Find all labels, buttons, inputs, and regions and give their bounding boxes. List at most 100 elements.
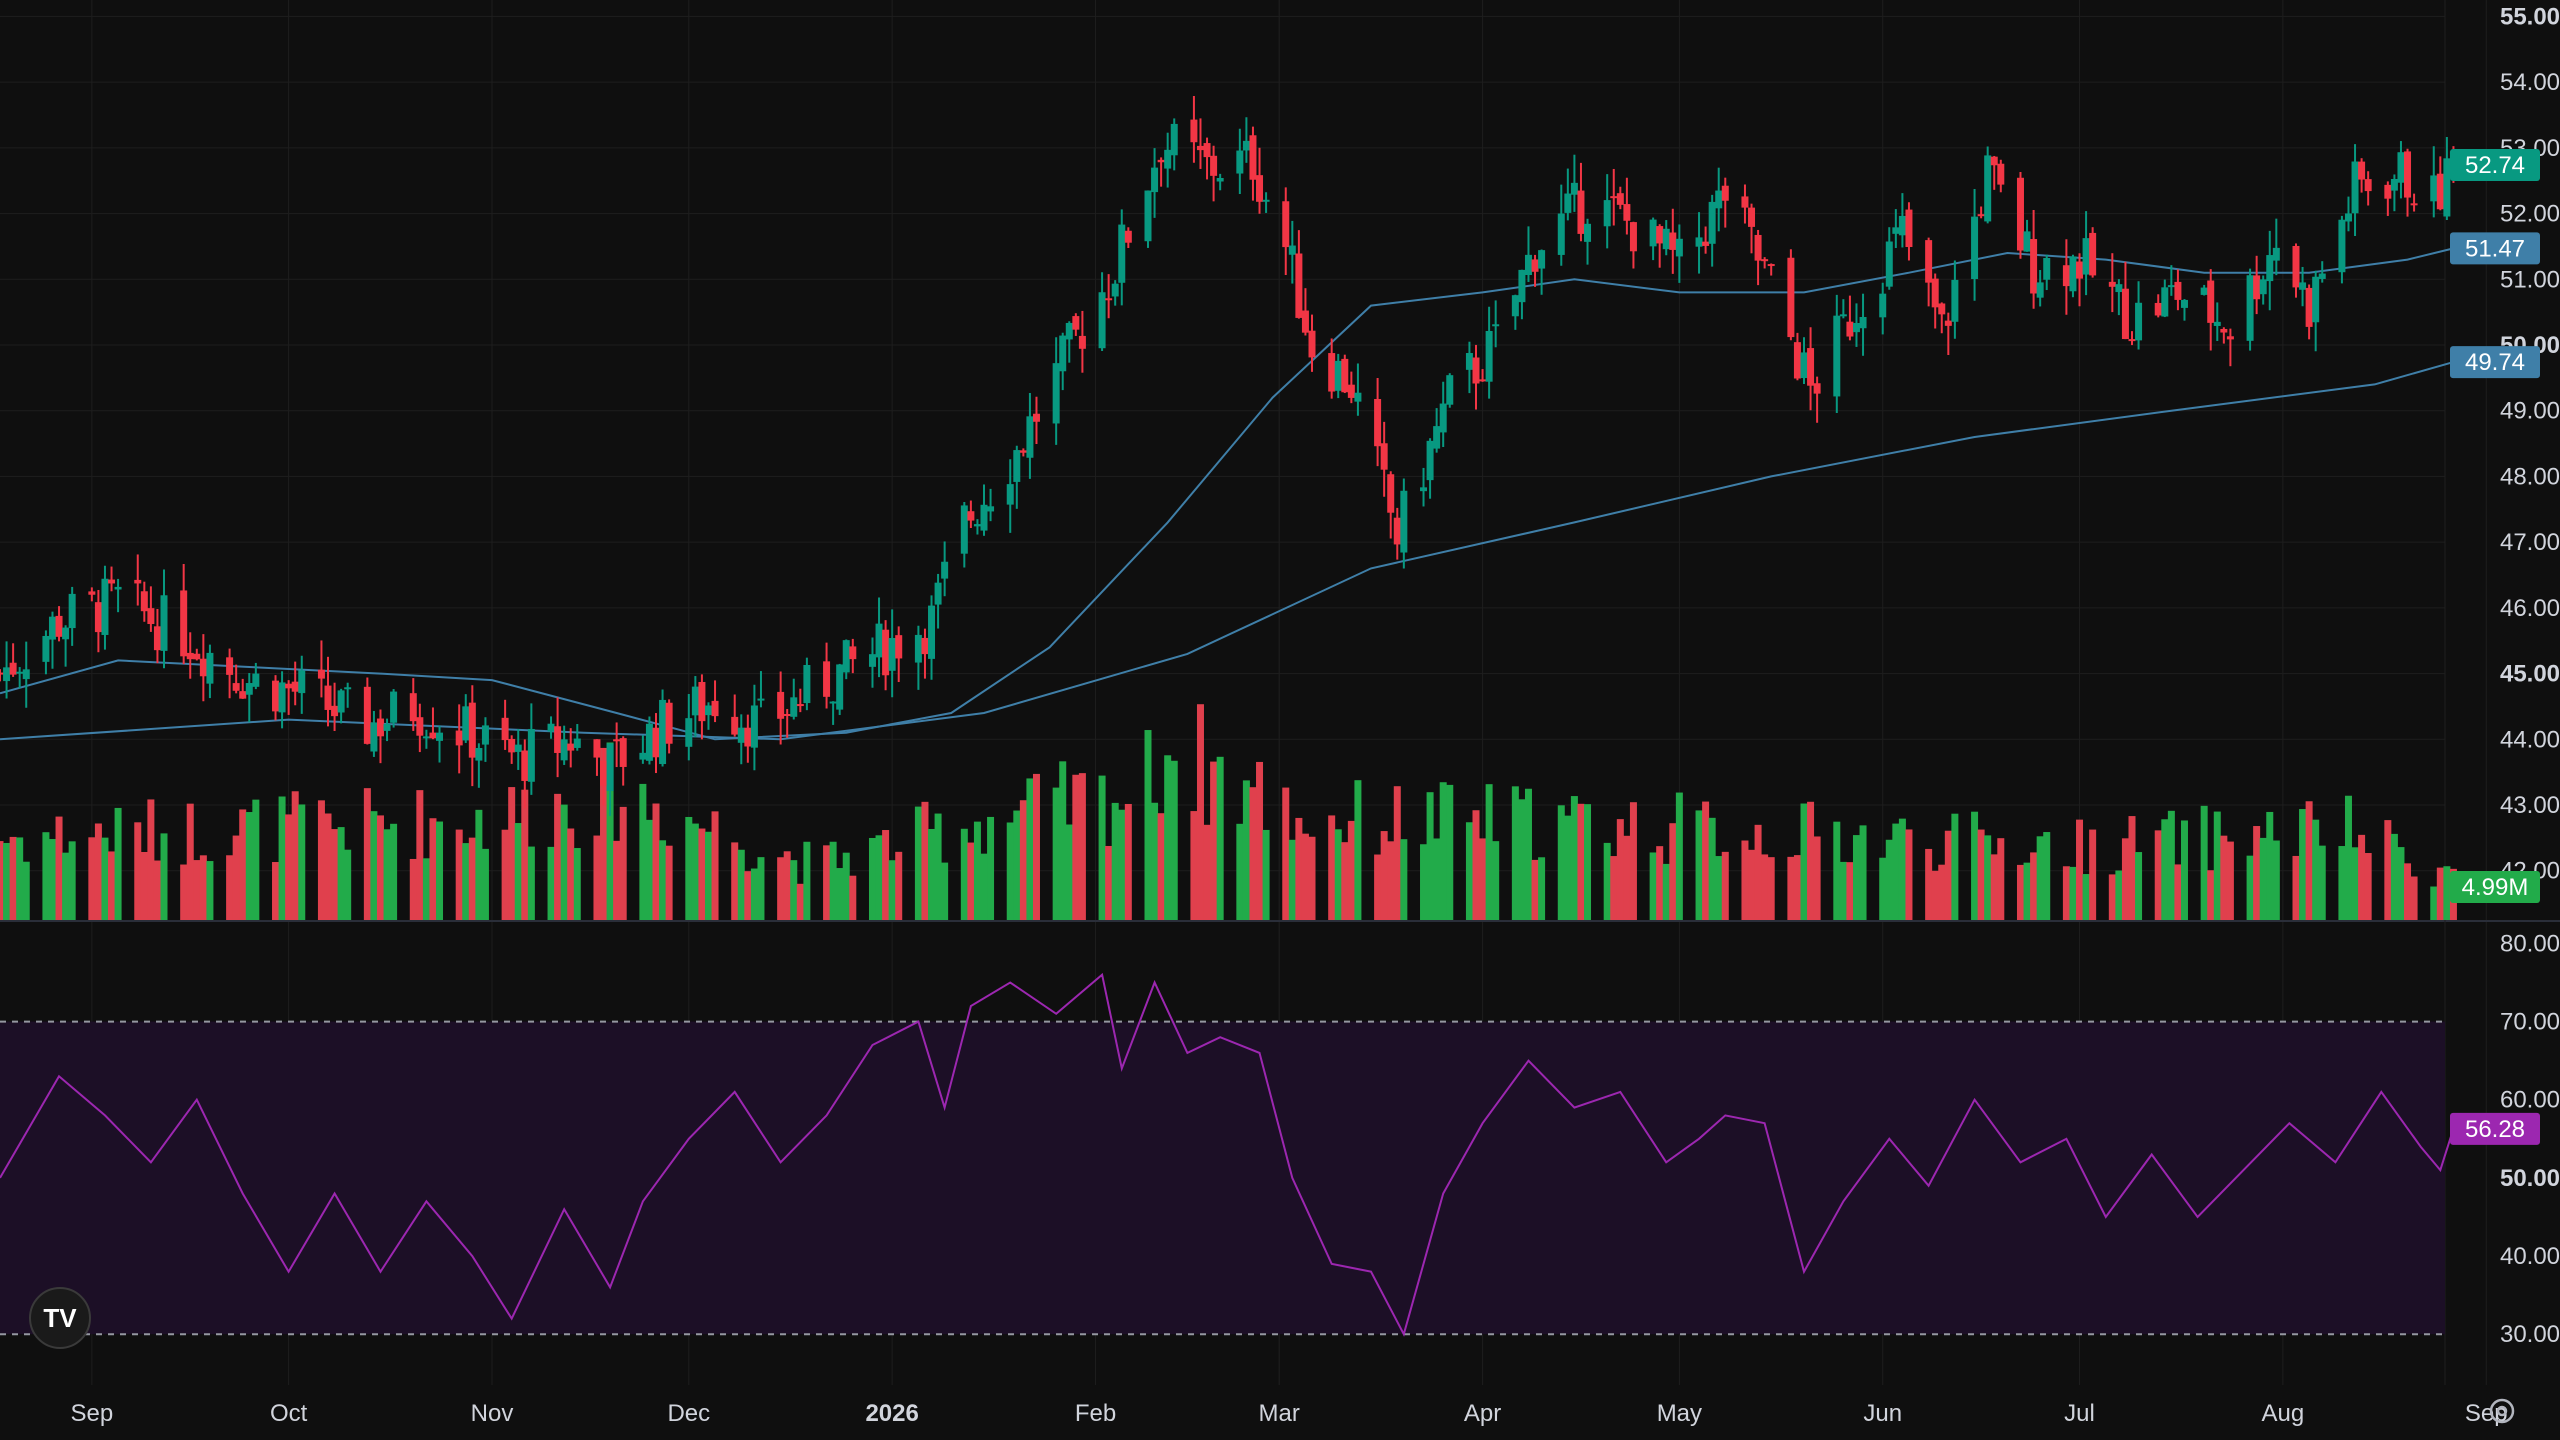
candle-body [2089, 232, 2097, 276]
candle-body [652, 727, 660, 758]
volume-bar [1308, 836, 1316, 920]
candle-body [1748, 207, 1756, 227]
candle-body [272, 680, 280, 712]
volume-bar [2043, 832, 2051, 920]
volume-bar [928, 828, 936, 920]
volume-bar [803, 841, 811, 920]
candle-body [1433, 426, 1441, 449]
candle-body [1623, 204, 1631, 221]
volume-bar [967, 842, 975, 920]
candle-body [1577, 190, 1585, 234]
volume-bar [1662, 863, 1670, 920]
candle-body [409, 693, 417, 722]
candle-body [573, 738, 581, 748]
volume-bar [1052, 787, 1060, 920]
candle-body [2030, 239, 2038, 294]
volume-bar [2436, 867, 2444, 920]
candle-body [1859, 317, 1867, 329]
volume-bar [573, 848, 581, 920]
volume-bar [606, 742, 614, 920]
volume-bar [390, 823, 398, 920]
candle-body [514, 744, 522, 752]
price-axis-label: 52.00 [2500, 201, 2560, 228]
volume-bar [2312, 819, 2320, 920]
price-tag-text: 49.74 [2465, 349, 2525, 376]
candle-body [1380, 443, 1388, 470]
candle-body [298, 670, 306, 694]
volume-bar [140, 851, 148, 920]
candle-body [2358, 161, 2366, 180]
volume-bar [1741, 840, 1749, 920]
volume-bar [1295, 817, 1303, 920]
candle-body [606, 743, 614, 792]
tradingview-logo[interactable]: TV [29, 1287, 91, 1349]
volume-bar [1111, 802, 1119, 920]
candle-body [2180, 299, 2188, 308]
candle-body [1124, 230, 1132, 243]
volume-bar [2338, 846, 2346, 920]
volume-bar [1078, 773, 1086, 920]
candle-body [554, 726, 562, 753]
candle-body [2108, 281, 2116, 287]
candle-body [1190, 119, 1198, 143]
candle-body [468, 702, 476, 758]
candle-body [1098, 292, 1106, 349]
candle-body [1675, 238, 1683, 257]
volume-bar [1098, 775, 1106, 920]
candle-body [1393, 517, 1401, 545]
candle-body [1065, 322, 1073, 340]
candle-body [2397, 152, 2405, 183]
candle-body [1754, 234, 1762, 261]
volume-bar [639, 783, 647, 920]
candle-body [895, 635, 903, 659]
volume-bar [1157, 813, 1165, 920]
volume-bar [2364, 853, 2372, 920]
time-axis-label: Dec [667, 1400, 710, 1427]
candle-body [239, 691, 247, 699]
volume-bar [0, 841, 4, 920]
volume-bar [842, 852, 850, 920]
volume-bar [1105, 845, 1113, 920]
candle-body [967, 511, 975, 521]
candle-body [1387, 474, 1395, 513]
volume-bar [2154, 830, 2162, 920]
candle-body [527, 728, 535, 782]
candle-body [1944, 320, 1952, 326]
volume-bar [2318, 845, 2326, 920]
candle-body [1669, 232, 1677, 250]
candle-body [422, 736, 430, 739]
volume-bar [1420, 844, 1428, 920]
volume-bar [1721, 851, 1729, 920]
volume-bar [147, 799, 155, 920]
candle-body [744, 727, 752, 747]
candle-body [2364, 179, 2372, 192]
volume-bar [2390, 833, 2398, 920]
volume-bar [2430, 886, 2438, 920]
candle-body [973, 524, 981, 527]
candle-body [147, 608, 155, 625]
candle-body [285, 683, 293, 689]
volume-bar [750, 868, 758, 920]
volume-bar [2115, 870, 2123, 920]
volume-bar [1990, 854, 1998, 920]
volume-bar [2076, 819, 2084, 920]
gear-icon[interactable] [2489, 1398, 2515, 1424]
volume-bar [1354, 780, 1362, 920]
candle-body [796, 704, 804, 707]
volume-bar [1511, 786, 1519, 920]
volume-bar [1485, 784, 1493, 920]
volume-bar [1393, 786, 1401, 920]
candle-body [199, 658, 207, 677]
candle-body [1977, 214, 1985, 217]
volume-bar [1288, 839, 1296, 920]
rsi-tag [2450, 1112, 2540, 1145]
volume-bar [1019, 800, 1027, 920]
volume-bar [685, 816, 693, 920]
volume-bar [1203, 824, 1211, 920]
candle-body [836, 664, 844, 710]
rsi-line-path [0, 972, 2455, 1337]
volume-bar [744, 871, 752, 920]
volume-bar [1479, 838, 1487, 920]
